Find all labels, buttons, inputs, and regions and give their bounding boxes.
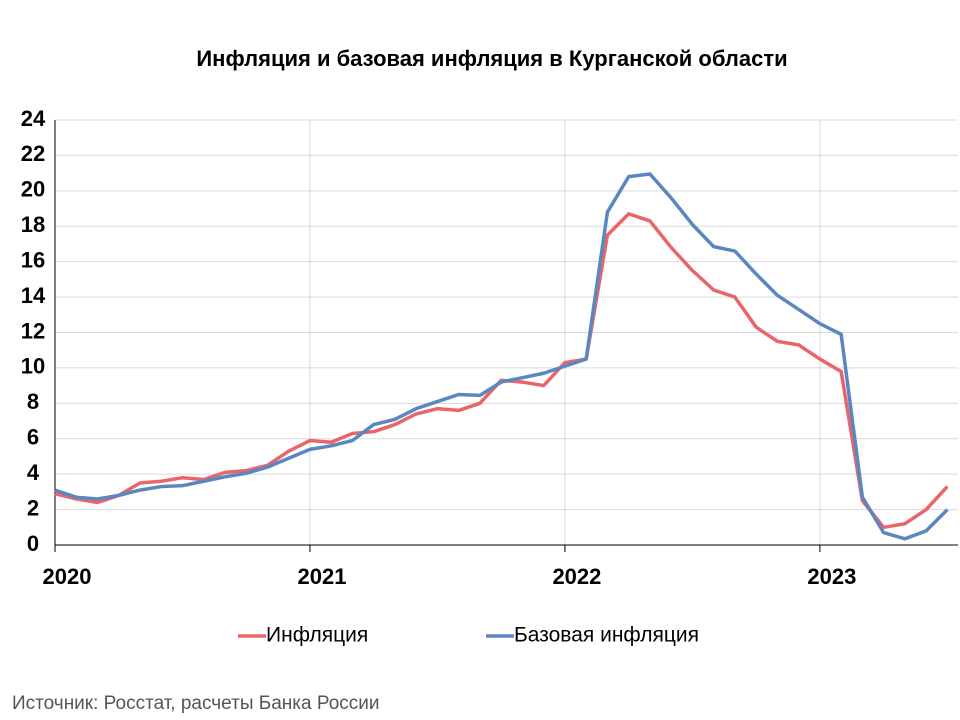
y-tick-label: 16 — [21, 247, 45, 272]
legend-label: Инфляция — [266, 624, 368, 647]
x-tick-label: 2022 — [552, 564, 601, 589]
series-line — [54, 172, 949, 541]
y-tick-label: 22 — [21, 141, 45, 166]
y-tick-label: 24 — [21, 106, 46, 131]
x-tick-label: 2023 — [807, 564, 856, 589]
source-note: Источник: Росстат, расчеты Банка России — [12, 693, 380, 714]
y-tick-label: 10 — [21, 354, 45, 379]
y-tick-label: 8 — [27, 389, 39, 414]
x-tick-label: 2020 — [43, 564, 92, 589]
y-tick-label: 14 — [21, 283, 46, 308]
series-line — [54, 212, 949, 530]
y-tick-label: 6 — [27, 425, 39, 450]
x-tick-label: 2021 — [297, 564, 346, 589]
y-tick-label: 20 — [21, 177, 45, 202]
y-tick-label: 4 — [27, 460, 40, 485]
chart-title: Инфляция и базовая инфляция в Курганской… — [196, 46, 787, 71]
y-tick-label: 12 — [21, 318, 45, 343]
y-tick-label: 18 — [21, 212, 45, 237]
y-tick-label: 0 — [27, 531, 39, 556]
y-tick-label: 2 — [27, 495, 39, 520]
legend-label: Базовая инфляция — [514, 624, 699, 647]
